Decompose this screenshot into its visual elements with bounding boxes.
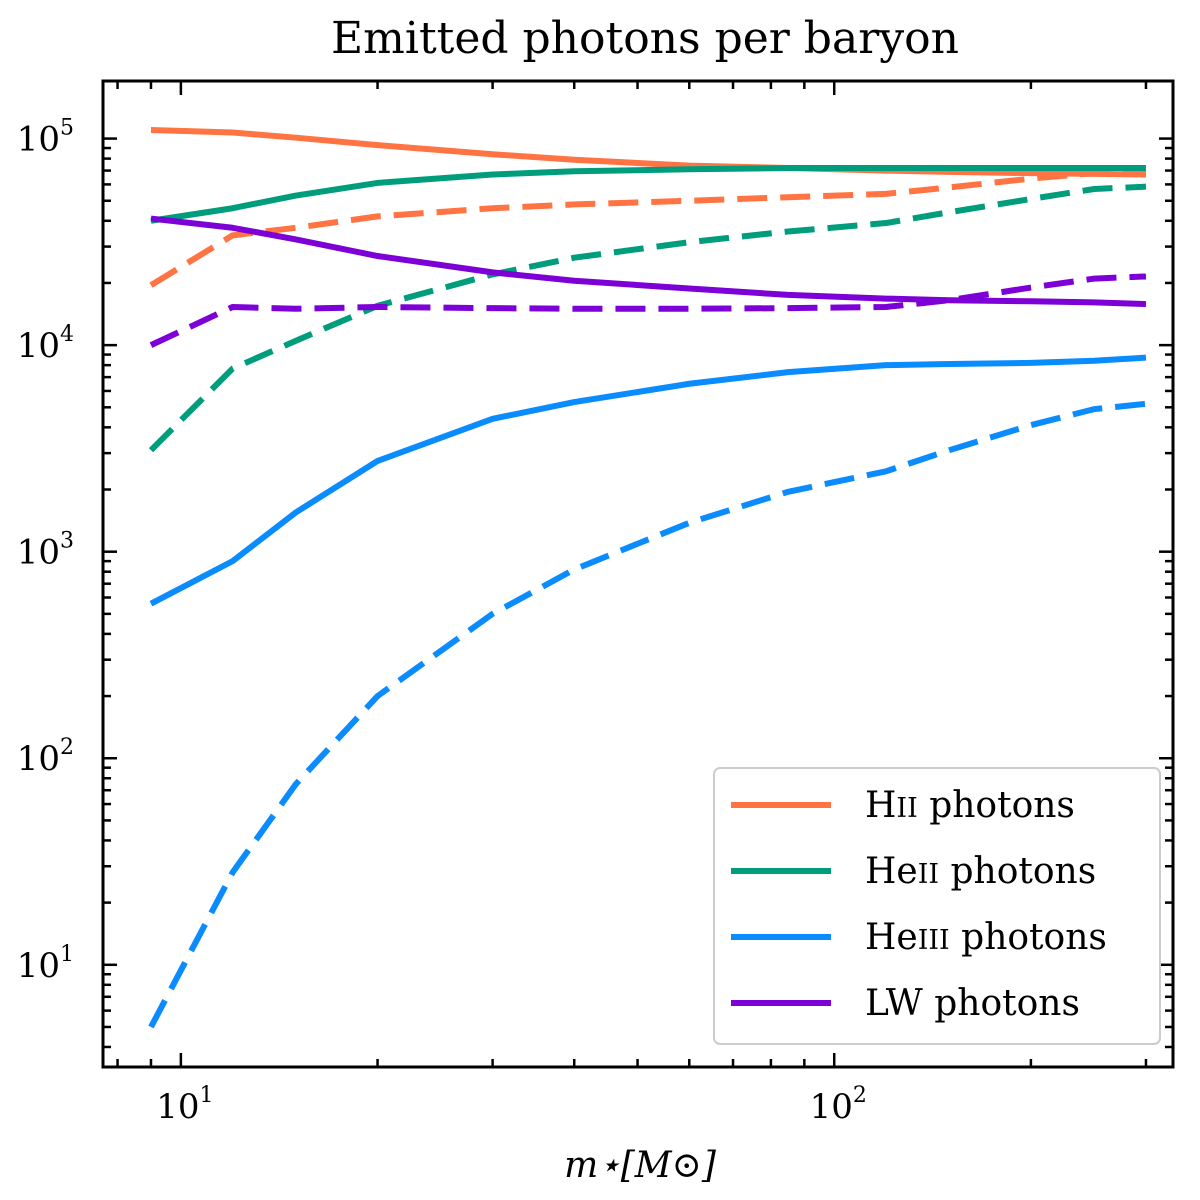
legend-box	[713, 767, 1161, 1045]
series-heiii-photons-dashed-line	[148, 400, 1147, 1029]
series-hii-photons-solid-line	[150, 127, 1146, 178]
y-tick-label: 102	[17, 735, 74, 779]
legend-label-heiii-photons: HeIII photons	[865, 917, 1107, 958]
chart-title: Emitted photons per baryon	[331, 13, 959, 64]
legend: HII photons HeII photons HeIII photons LW p…	[713, 767, 1161, 1045]
label-layer: 101 102 101 102 103 104 105	[17, 116, 867, 1127]
x-tick-label: 101	[156, 1083, 213, 1127]
series-lw-photons-solid-line	[150, 215, 1147, 308]
series-lw-photons-dashed-line	[149, 273, 1147, 348]
series-heii-photons-dashed-line	[148, 183, 1147, 453]
series-layer	[148, 127, 1147, 1029]
legend-label-hii-photons: HII photons	[865, 785, 1075, 826]
y-tick-label: 103	[17, 529, 74, 573]
plot-frame	[101, 79, 1175, 1069]
x-tick-label: 102	[810, 1083, 867, 1127]
series-hii-photons-dashed-line	[149, 169, 1146, 288]
y-tick-label: 105	[17, 116, 74, 160]
legend-label-lw-photons: LW photons	[865, 983, 1080, 1024]
y-tick-label: 101	[17, 942, 74, 986]
x-axis-label: m⋆[M⊙]	[564, 1145, 717, 1186]
series-heiii-photons-solid-line	[149, 354, 1147, 607]
series-heii-photons-solid-line	[150, 165, 1146, 224]
y-tick-label: 104	[17, 322, 74, 366]
legend-label-heii-photons: HeII photons	[865, 851, 1096, 892]
